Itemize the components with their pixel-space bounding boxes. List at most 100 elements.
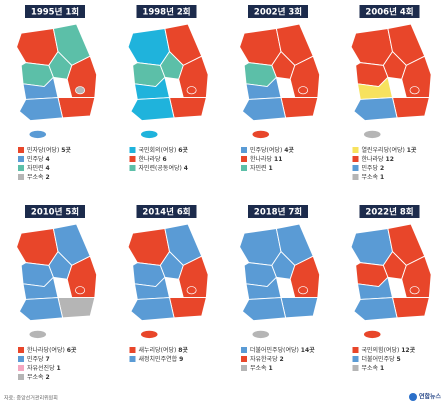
legend-seats: 12곳 xyxy=(401,346,415,354)
legend-seats: 5곳 xyxy=(61,146,71,154)
region xyxy=(391,97,430,119)
legend-seats: 6 xyxy=(163,156,167,163)
panel-title: 2014년 6회 xyxy=(142,207,190,218)
jeju xyxy=(252,330,270,339)
legend-label: 자민련(공동여당) 4 xyxy=(139,164,188,172)
map xyxy=(16,23,98,139)
legend-seats: 1 xyxy=(268,365,272,372)
legend-label: 열린우리당(여당) 1곳 xyxy=(362,146,417,154)
legend-party: 자민련 xyxy=(250,164,267,172)
legend-swatch xyxy=(241,365,247,371)
legend-party: 한나라당(여당) xyxy=(27,346,65,354)
jeju xyxy=(140,130,158,139)
legend-party: 더불어민주당 xyxy=(362,355,396,363)
region xyxy=(130,97,175,122)
legend-seats: 4 xyxy=(45,156,49,163)
district xyxy=(186,286,197,295)
legend-party: 국민회의(여당) xyxy=(139,146,177,154)
region xyxy=(391,297,430,319)
region xyxy=(22,76,59,100)
title-box xyxy=(248,205,308,218)
region xyxy=(280,297,319,319)
panel-title: 2010년 5회 xyxy=(31,207,79,218)
legend-swatch xyxy=(129,356,136,362)
map xyxy=(127,223,209,339)
legend-party: 무소속 xyxy=(362,173,379,181)
title-box xyxy=(359,5,420,18)
legend-seats: 2 xyxy=(45,374,49,381)
legend-party: 자유선진당 xyxy=(27,364,55,372)
panel-title: 2022년 8회 xyxy=(365,207,413,218)
legend-label: 민주당 4 xyxy=(27,155,50,163)
jeju xyxy=(363,330,381,339)
legend-seats: 4 xyxy=(184,165,188,172)
legend-swatch xyxy=(352,174,359,180)
legend-swatch xyxy=(18,374,24,380)
title-box xyxy=(136,205,197,218)
legend-label: 무소속 2 xyxy=(27,173,50,181)
legend-swatch xyxy=(18,174,24,180)
legend-seats: 2 xyxy=(380,165,384,172)
legend-label: 한나라당 12 xyxy=(362,155,394,163)
legend-label: 무소속 1 xyxy=(362,173,385,181)
jeju xyxy=(252,130,270,139)
legend-party: 무소속 xyxy=(362,364,379,372)
region xyxy=(133,276,171,300)
legend-seats: 1 xyxy=(57,365,61,372)
legend-swatch xyxy=(18,347,24,353)
legend-label: 새정치민주연합 9 xyxy=(139,355,184,363)
legend-party: 무소속 xyxy=(27,373,44,381)
legend-label: 민주당 2 xyxy=(362,164,385,172)
region xyxy=(57,97,96,119)
legend-label: 자민련 1 xyxy=(250,164,273,172)
legend-swatch xyxy=(352,365,359,371)
legend-party: 민주당 xyxy=(27,355,44,363)
legend-party: 더불어민주당(여당) xyxy=(250,346,299,354)
legend-swatch xyxy=(352,156,359,162)
legend-swatch xyxy=(18,165,24,171)
legend-swatch xyxy=(241,165,247,171)
map xyxy=(350,23,432,139)
title-box xyxy=(248,5,308,18)
legend-party: 자유한국당 xyxy=(250,355,278,363)
legend-party: 민주당(여당) xyxy=(250,146,282,154)
region xyxy=(133,76,171,100)
legend-party: 자민련 xyxy=(27,164,44,172)
panel-title: 1995년 1회 xyxy=(31,7,79,18)
district xyxy=(298,286,309,295)
region xyxy=(353,297,398,322)
legend-label: 더불어민주당(여당) 14곳 xyxy=(250,346,315,354)
region xyxy=(356,76,394,100)
map xyxy=(239,223,321,339)
legend-swatch xyxy=(241,347,247,353)
map xyxy=(127,23,209,139)
region xyxy=(245,276,282,300)
logo-icon xyxy=(409,393,417,401)
legend-swatch xyxy=(352,165,359,171)
legend-seats: 8곳 xyxy=(178,346,188,354)
map xyxy=(239,23,321,139)
map xyxy=(16,223,98,339)
region xyxy=(241,297,287,322)
region xyxy=(18,297,64,322)
legend-swatch xyxy=(129,147,136,153)
map xyxy=(350,223,432,339)
region xyxy=(18,97,64,122)
region xyxy=(57,297,96,319)
region xyxy=(356,276,394,300)
legend-label: 무소속 1 xyxy=(250,364,273,372)
district xyxy=(186,86,197,95)
region xyxy=(241,97,287,122)
legend-label: 자유한국당 2 xyxy=(250,355,284,363)
legend-label: 한나라당(여당) 6곳 xyxy=(27,346,77,354)
legend-label: 국민의힘(여당) 12곳 xyxy=(362,346,416,354)
legend-label: 민주당(여당) 4곳 xyxy=(250,146,294,154)
legend-party: 새누리당(여당) xyxy=(139,346,177,354)
legend-party: 새정치민주연합 xyxy=(139,355,178,363)
legend-label: 민주당 7 xyxy=(27,355,50,363)
legend-swatch xyxy=(18,147,24,153)
district xyxy=(409,86,420,95)
legend-seats: 1 xyxy=(380,365,384,372)
title-box xyxy=(25,205,85,218)
